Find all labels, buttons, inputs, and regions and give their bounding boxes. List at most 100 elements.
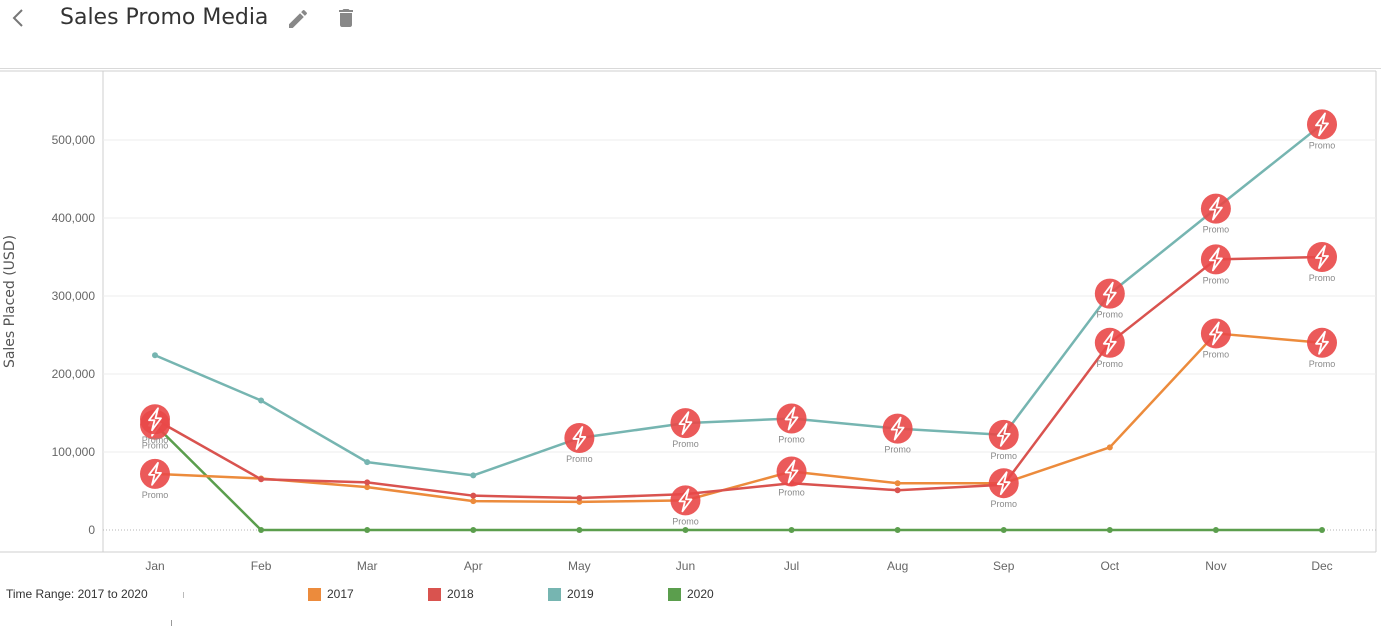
promo-label: Promo: [1203, 349, 1230, 359]
promo-marker[interactable]: Promo: [1307, 109, 1337, 150]
x-tick-label: Aug: [887, 559, 908, 573]
promo-badge: [776, 456, 807, 487]
promo-badge: [1200, 244, 1231, 275]
promo-marker[interactable]: Promo: [1200, 318, 1231, 359]
legend-swatch: [668, 587, 681, 601]
promo-marker[interactable]: Promo: [564, 422, 595, 464]
lightning-bolt-icon: [1315, 330, 1329, 355]
edit-button[interactable]: [286, 7, 310, 31]
promo-badge: [776, 403, 807, 434]
x-tick-label: Jan: [145, 559, 164, 573]
legend-swatch: [308, 587, 321, 601]
legend-label: 2020: [687, 587, 714, 601]
y-tick-label: 200,000: [52, 367, 96, 381]
data-point-2020: [1212, 527, 1219, 533]
data-point-2018: [894, 487, 901, 494]
y-tick-label: 300,000: [52, 289, 96, 303]
data-point-2020: [1000, 527, 1007, 533]
divider: [183, 592, 184, 598]
x-tick-label: Nov: [1205, 559, 1226, 573]
legend-swatch: [428, 587, 441, 601]
x-tick-label: Oct: [1100, 559, 1119, 573]
lightning-bolt-icon: [890, 416, 905, 441]
data-point-2020: [894, 527, 901, 533]
lightning-bolt-icon: [148, 407, 162, 432]
lightning-bolt-icon: [1102, 330, 1117, 355]
lightning-bolt-icon: [678, 488, 693, 513]
lightning-bolt-icon: [1315, 245, 1329, 269]
pencil-icon: [289, 9, 308, 29]
y-tick-label: 400,000: [52, 211, 96, 225]
promo-badge: [1307, 109, 1337, 140]
data-point-2018: [258, 476, 265, 483]
promo-marker[interactable]: Promo: [776, 403, 807, 444]
promo-marker[interactable]: Promo: [988, 419, 1019, 461]
promo-marker[interactable]: Promo: [776, 456, 807, 498]
back-button[interactable]: [8, 6, 30, 30]
lightning-bolt-icon: [784, 459, 799, 484]
y-tick-label: 500,000: [52, 133, 96, 147]
legend-item-2019[interactable]: 2019: [548, 587, 594, 601]
promo-marker[interactable]: Promo: [1307, 242, 1337, 283]
lightning-bolt-icon: [1209, 196, 1223, 221]
header-bar: Sales Promo Media: [0, 0, 1381, 69]
promo-label: Promo: [778, 488, 805, 498]
promo-label: Promo: [1097, 359, 1124, 369]
legend-item-2020[interactable]: 2020: [668, 587, 714, 601]
promo-label: Promo: [1309, 140, 1336, 150]
promo-marker[interactable]: Promo: [1200, 193, 1231, 235]
data-point-2018: [576, 495, 583, 502]
data-point-2018: [364, 479, 371, 486]
data-point-2020: [1319, 527, 1325, 533]
promo-marker[interactable]: Promo: [670, 485, 701, 526]
data-point-2020: [682, 527, 689, 533]
lightning-bolt-icon: [1102, 281, 1117, 306]
promo-marker[interactable]: Promo: [1094, 278, 1125, 320]
promo-marker[interactable]: Promo: [1094, 327, 1125, 369]
promo-badge: [670, 485, 701, 516]
delete-button[interactable]: [334, 6, 358, 30]
legend-item-2018[interactable]: 2018: [428, 587, 474, 601]
promo-marker[interactable]: Promo: [1307, 327, 1337, 369]
lightning-bolt-icon: [1209, 247, 1223, 272]
data-point-2017: [364, 484, 371, 491]
promo-badge: [564, 422, 595, 453]
promo-marker[interactable]: Promo: [140, 458, 170, 500]
promo-label: Promo: [884, 445, 911, 455]
promo-badge: [140, 404, 170, 435]
promo-marker[interactable]: Promo: [140, 404, 170, 445]
data-point-2018: [470, 492, 477, 499]
y-tick-label: 0: [88, 523, 95, 537]
lightning-bolt-icon: [148, 461, 162, 486]
y-axis-title: Sales Placed (USD): [2, 235, 18, 368]
lightning-bolt-icon: [996, 471, 1011, 496]
legend-item-2017[interactable]: 2017: [308, 587, 354, 601]
x-tick-label: Mar: [357, 559, 378, 573]
lightning-bolt-icon: [784, 406, 799, 431]
sales-line-chart: 0 100,000 200,000 300,000 400,000 500,000 Sale…: [0, 70, 1377, 573]
promo-badge: [1307, 327, 1337, 358]
promo-marker[interactable]: Promo: [1200, 244, 1231, 285]
series-line-2017: [154, 332, 1323, 504]
x-tick-label: May: [568, 559, 591, 573]
promo-label: Promo: [142, 441, 169, 451]
data-point-2020: [1106, 527, 1113, 533]
data-point-2019: [364, 459, 371, 466]
promo-label: Promo: [142, 435, 169, 445]
promo-label: Promo: [1097, 310, 1124, 320]
data-point-2020: [788, 527, 795, 533]
promo-marker[interactable]: Promo: [670, 408, 701, 449]
data-point-2020: [364, 527, 371, 533]
chart-legend: 2017 2018 2019 2020: [0, 587, 1381, 605]
legend-label: 2018: [447, 587, 474, 601]
promo-marker[interactable]: Promo: [882, 413, 913, 455]
promo-badge: [140, 458, 170, 489]
promo-badge: [988, 468, 1019, 499]
x-tick-label: Jun: [676, 559, 695, 573]
lightning-bolt-icon: [1315, 112, 1329, 137]
promo-label: Promo: [566, 454, 593, 464]
data-point-2017: [1106, 444, 1113, 451]
promo-badge: [988, 419, 1019, 450]
promo-label: Promo: [990, 499, 1017, 509]
promo-marker[interactable]: Promo: [988, 468, 1019, 509]
